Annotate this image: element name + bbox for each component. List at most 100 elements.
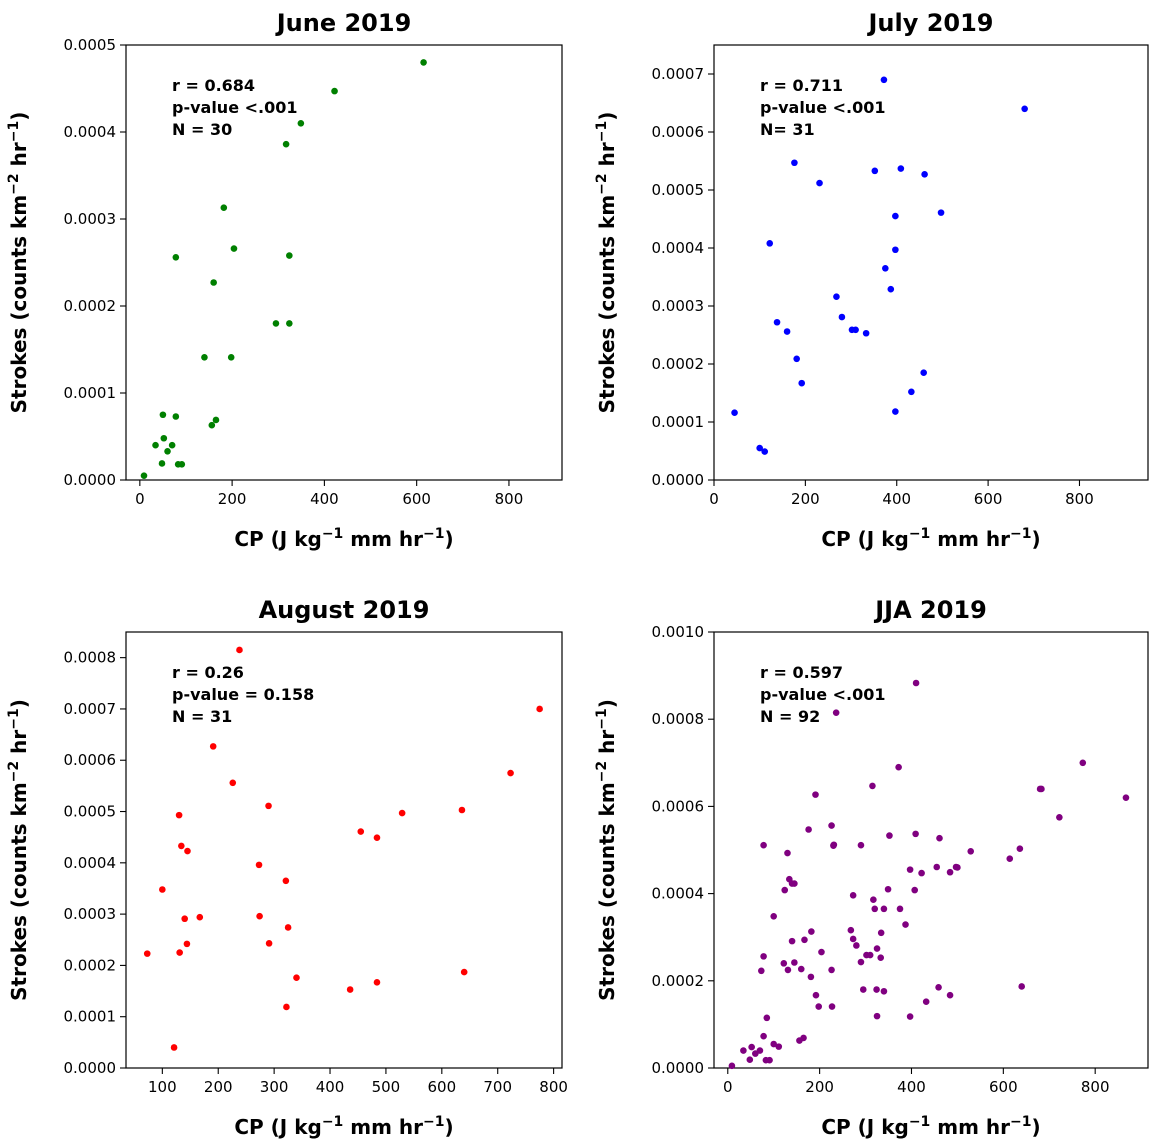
y-axis-label: Strokes (counts km−2 hr−1) <box>594 112 619 414</box>
x-tick-label: 400 <box>897 1078 926 1096</box>
data-point <box>746 1056 754 1064</box>
data-point <box>168 441 176 449</box>
subplot-title: JJA 2019 <box>873 596 987 624</box>
data-point <box>871 167 879 175</box>
data-point <box>807 973 815 981</box>
y-tick-label: 0.0002 <box>652 355 705 373</box>
data-point <box>152 441 159 449</box>
x-tick-label: 400 <box>882 490 911 508</box>
axes-frame <box>125 631 563 1069</box>
stats-annotation-line: N = 92 <box>760 707 820 726</box>
stats-annotation-line: r = 0.26 <box>172 663 244 682</box>
data-point <box>763 1014 771 1022</box>
axes-frame <box>713 44 1149 481</box>
data-point <box>373 979 381 986</box>
x-tick-label: 500 <box>372 1078 401 1096</box>
data-point <box>783 328 791 335</box>
stats-annotation-line: r = 0.684 <box>172 76 255 95</box>
data-point <box>892 212 899 220</box>
data-point <box>143 950 151 957</box>
data-point <box>797 965 805 973</box>
y-tick-label: 0.0000 <box>652 1059 705 1077</box>
x-tick-label: 0 <box>709 490 719 508</box>
data-point <box>808 928 815 935</box>
data-point <box>815 1003 823 1010</box>
subplot-title: July 2019 <box>866 9 993 37</box>
y-tick-label: 0.0001 <box>652 413 705 431</box>
data-point <box>256 912 263 920</box>
data-point <box>946 868 954 876</box>
stats-annotation-line: r = 0.711 <box>760 76 843 95</box>
data-point <box>201 354 208 361</box>
data-point <box>1056 814 1063 821</box>
data-point <box>921 171 928 178</box>
data-point <box>184 847 191 855</box>
data-point <box>756 1047 764 1054</box>
data-point <box>828 1003 836 1010</box>
data-point <box>918 869 925 877</box>
data-point <box>181 915 188 923</box>
data-point <box>773 318 781 326</box>
data-point <box>760 953 767 960</box>
data-point <box>877 929 885 937</box>
data-point <box>920 369 927 377</box>
data-point <box>265 802 272 810</box>
data-point <box>536 705 543 713</box>
data-point <box>902 921 909 928</box>
y-tick-label: 0.0005 <box>64 36 117 54</box>
data-point <box>346 986 354 993</box>
data-point <box>871 905 879 913</box>
data-point <box>272 320 280 327</box>
data-point <box>857 841 865 849</box>
data-point <box>728 1062 736 1070</box>
x-tick-label: 600 <box>974 490 1003 508</box>
data-point <box>967 848 975 855</box>
data-point <box>758 967 765 975</box>
x-tick-label: 0 <box>135 490 145 508</box>
y-tick-label: 0.0004 <box>64 854 117 872</box>
data-point <box>420 59 427 66</box>
y-tick-label: 0.0003 <box>64 905 117 923</box>
data-point <box>895 763 902 771</box>
data-point <box>293 974 300 982</box>
data-point <box>164 447 171 455</box>
data-point <box>286 320 293 327</box>
x-tick-label: 200 <box>204 1078 233 1096</box>
data-point <box>159 411 167 419</box>
data-point <box>283 1003 290 1011</box>
y-tick-label: 0.0004 <box>652 239 705 257</box>
data-point <box>212 416 220 424</box>
data-point <box>912 830 919 838</box>
data-point <box>265 940 273 947</box>
data-point <box>196 913 204 921</box>
data-point <box>796 1037 803 1044</box>
y-tick-label: 0.0001 <box>64 1008 117 1026</box>
data-point <box>791 959 798 966</box>
data-point <box>936 834 943 842</box>
data-point <box>880 987 888 995</box>
y-tick-label: 0.0003 <box>652 297 705 315</box>
x-tick-label: 400 <box>316 1078 345 1096</box>
data-point <box>458 806 466 814</box>
stats-annotation-line: N= 31 <box>760 120 815 139</box>
data-point <box>847 926 855 934</box>
data-point <box>159 886 166 893</box>
data-point <box>172 253 180 261</box>
data-point <box>227 354 235 361</box>
y-tick-label: 0.0002 <box>652 972 705 990</box>
data-point <box>210 279 217 286</box>
data-point <box>286 252 293 259</box>
data-point <box>873 986 880 993</box>
data-point <box>230 245 238 252</box>
data-point <box>911 886 918 894</box>
data-point <box>507 769 514 777</box>
x-tick-label: 200 <box>218 490 247 508</box>
data-point <box>798 379 806 387</box>
data-point <box>357 828 365 835</box>
data-point <box>922 998 930 1006</box>
data-point <box>183 940 191 948</box>
data-point <box>780 960 788 967</box>
data-point <box>1079 759 1087 767</box>
subplot-4: JJA 2019 0 200 400 600 800 0.0000 0.0002 0.0004 0… <box>594 596 1149 1139</box>
